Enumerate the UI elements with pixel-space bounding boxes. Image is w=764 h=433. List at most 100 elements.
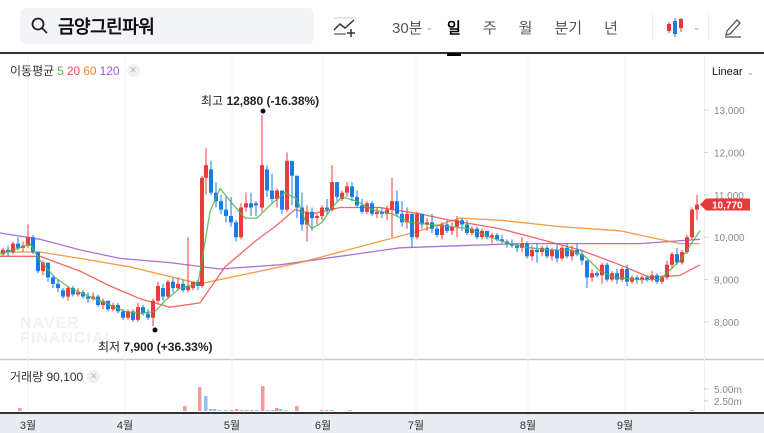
ma60-line: [0, 217, 700, 285]
volume-bar: [690, 410, 694, 411]
candle-body: [229, 216, 233, 223]
candle-body: [96, 296, 100, 306]
pencil-icon[interactable]: [722, 16, 744, 38]
scale-selector[interactable]: Linear ⌄: [712, 66, 755, 78]
chart-type-selector[interactable]: ⌄: [665, 16, 701, 38]
candlestick-icon: [667, 18, 683, 37]
candle-body: [575, 249, 579, 255]
candle-body: [460, 220, 464, 225]
candle-body: [565, 247, 569, 257]
candle-body: [695, 204, 699, 210]
x-tick-label: 4월: [116, 420, 134, 432]
y-tick-label: 10,000: [714, 233, 745, 244]
candle-body: [360, 205, 364, 212]
candle-body: [670, 254, 674, 265]
candle-body: [209, 169, 213, 193]
candle-body: [1, 249, 5, 255]
volume-bar: [209, 409, 213, 411]
ma20-line: [0, 206, 701, 308]
candle-body: [570, 249, 574, 257]
volume-bar: [250, 410, 254, 411]
volume-bar: [266, 410, 270, 411]
last-price-label: 10,770: [712, 201, 743, 212]
candle-body: [126, 311, 130, 318]
search-icon: [31, 17, 48, 34]
candle-body: [26, 237, 30, 246]
candle-body: [590, 273, 594, 278]
chevron-down-icon: ⌄: [693, 21, 701, 32]
candle-body: [645, 277, 649, 280]
candle-body: [455, 220, 459, 227]
candle-body: [16, 243, 20, 248]
volume-bar: [224, 410, 228, 411]
candle-body: [605, 264, 609, 280]
candle-body: [370, 203, 374, 214]
candle-body: [470, 228, 474, 233]
divider: [708, 14, 709, 40]
tab-month[interactable]: 월: [518, 19, 533, 37]
candle-body: [655, 275, 659, 282]
volume-bar: [235, 409, 239, 411]
candle-body: [630, 277, 634, 282]
close-icon[interactable]: ✕: [126, 64, 140, 77]
volume-bar: [271, 410, 275, 411]
candle-body: [31, 237, 35, 253]
candle-body: [305, 211, 309, 225]
volume-tick-label: 5.00m: [714, 385, 742, 396]
y-tick-label: 11,000: [714, 191, 744, 202]
candle-body: [560, 247, 564, 259]
candle-body: [141, 307, 145, 314]
candle-body: [490, 235, 494, 238]
close-icon[interactable]: ✕: [87, 370, 101, 383]
volume-bar: [240, 410, 244, 411]
candle-body: [415, 213, 419, 238]
low-marker: [152, 327, 158, 333]
candle-body: [260, 165, 264, 208]
candle-body: [285, 160, 289, 210]
stock-name[interactable]: 금양그린파워: [58, 17, 155, 37]
candle-body: [106, 300, 110, 310]
tab-week[interactable]: 주: [482, 19, 497, 37]
moving-average-legend: 이동평균 5 20 60 120 ✕: [10, 62, 140, 79]
volume-legend: 거래량 90,100 ✕: [10, 368, 101, 385]
candle-body: [101, 300, 105, 306]
candle-body: [445, 224, 449, 231]
candle-body: [335, 182, 339, 197]
candle-body: [545, 247, 549, 257]
candle-body: [405, 213, 409, 223]
tab-day[interactable]: 일: [447, 0, 461, 56]
volume-bar: [204, 396, 208, 411]
candle-body: [660, 277, 664, 282]
stock-search-box[interactable]: 금양그린파워: [20, 8, 314, 44]
candle-body: [380, 211, 384, 214]
candle-body: [330, 182, 334, 210]
x-tick-label: 5월: [223, 420, 241, 432]
candle-body: [440, 224, 444, 236]
candle-body: [530, 249, 534, 257]
candle-body: [615, 273, 619, 280]
candle-body: [186, 285, 190, 291]
tab-30min[interactable]: 30분 ⌄: [392, 19, 434, 37]
tab-year[interactable]: 년: [604, 19, 618, 37]
candle-body: [580, 254, 584, 261]
volume-bar: [279, 409, 283, 411]
candle-body: [86, 296, 90, 299]
ma60-label: 60: [83, 63, 97, 78]
ma5-label: 5: [57, 63, 64, 78]
candle-body: [595, 273, 599, 276]
high-price-annotation: 최고 12,880 (-16.38%): [201, 94, 320, 108]
tab-quarter[interactable]: 분기: [554, 19, 583, 37]
candle-body: [540, 247, 544, 253]
y-tick-label: 9,000: [714, 276, 739, 287]
volume-bar: [320, 410, 324, 411]
candle-body: [161, 288, 165, 297]
candle-body: [475, 228, 479, 238]
candle-body: [535, 249, 539, 253]
add-indicator-icon[interactable]: [332, 16, 358, 38]
divider: [652, 14, 653, 40]
y-tick-label: 13,000: [714, 106, 745, 117]
candle-body: [325, 207, 329, 210]
candle-body: [121, 311, 125, 318]
